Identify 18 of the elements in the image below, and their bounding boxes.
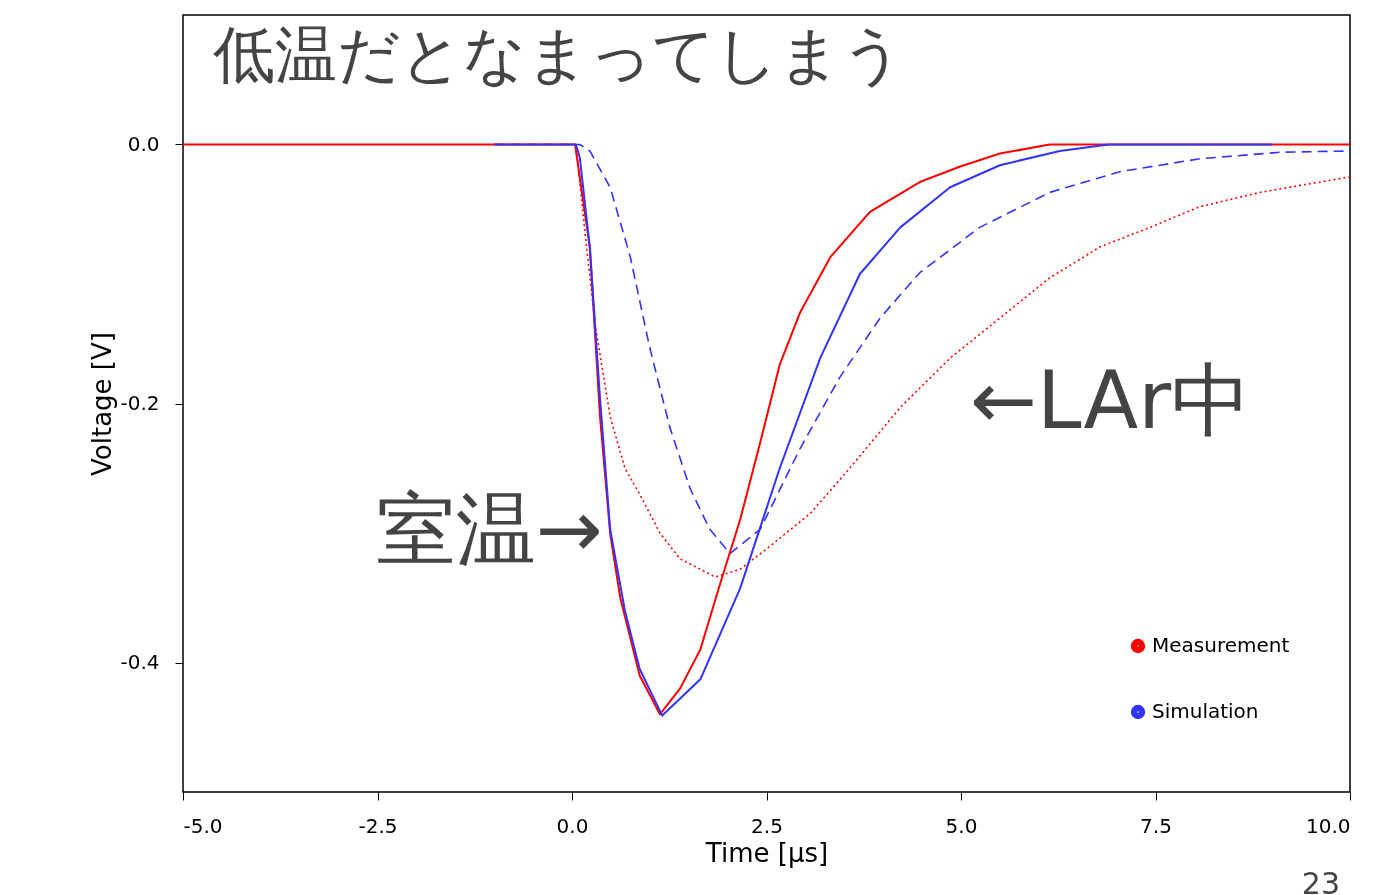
annotation: ←LAr中 (970, 353, 1252, 447)
legend-label: Measurement (1152, 633, 1290, 657)
annotation: 室温→ (375, 483, 603, 576)
x-tick-label: 10.0 (1305, 813, 1351, 838)
text: 23 (1301, 866, 1340, 895)
x-tick-label: 5.0 (945, 813, 978, 838)
legend-label: Simulation (1152, 699, 1259, 723)
y-tick-label: 0.0 (127, 132, 160, 156)
x-tick-label: -5.0 (183, 813, 223, 838)
x-tick-label: -2.5 (358, 813, 398, 838)
y-axis-title: Voltage [V] (87, 332, 118, 476)
x-tick-label: 7.5 (1140, 813, 1172, 838)
x-tick-label: 0.0 (556, 813, 589, 838)
y-tick-label: -0.2 (120, 391, 160, 415)
x-axis-title: Time [μs] (704, 837, 829, 868)
y-tick-label: -0.4 (120, 650, 160, 674)
chart-title: 低温だとなまってしまう (213, 18, 904, 91)
x-tick-label: 2.5 (751, 813, 783, 838)
